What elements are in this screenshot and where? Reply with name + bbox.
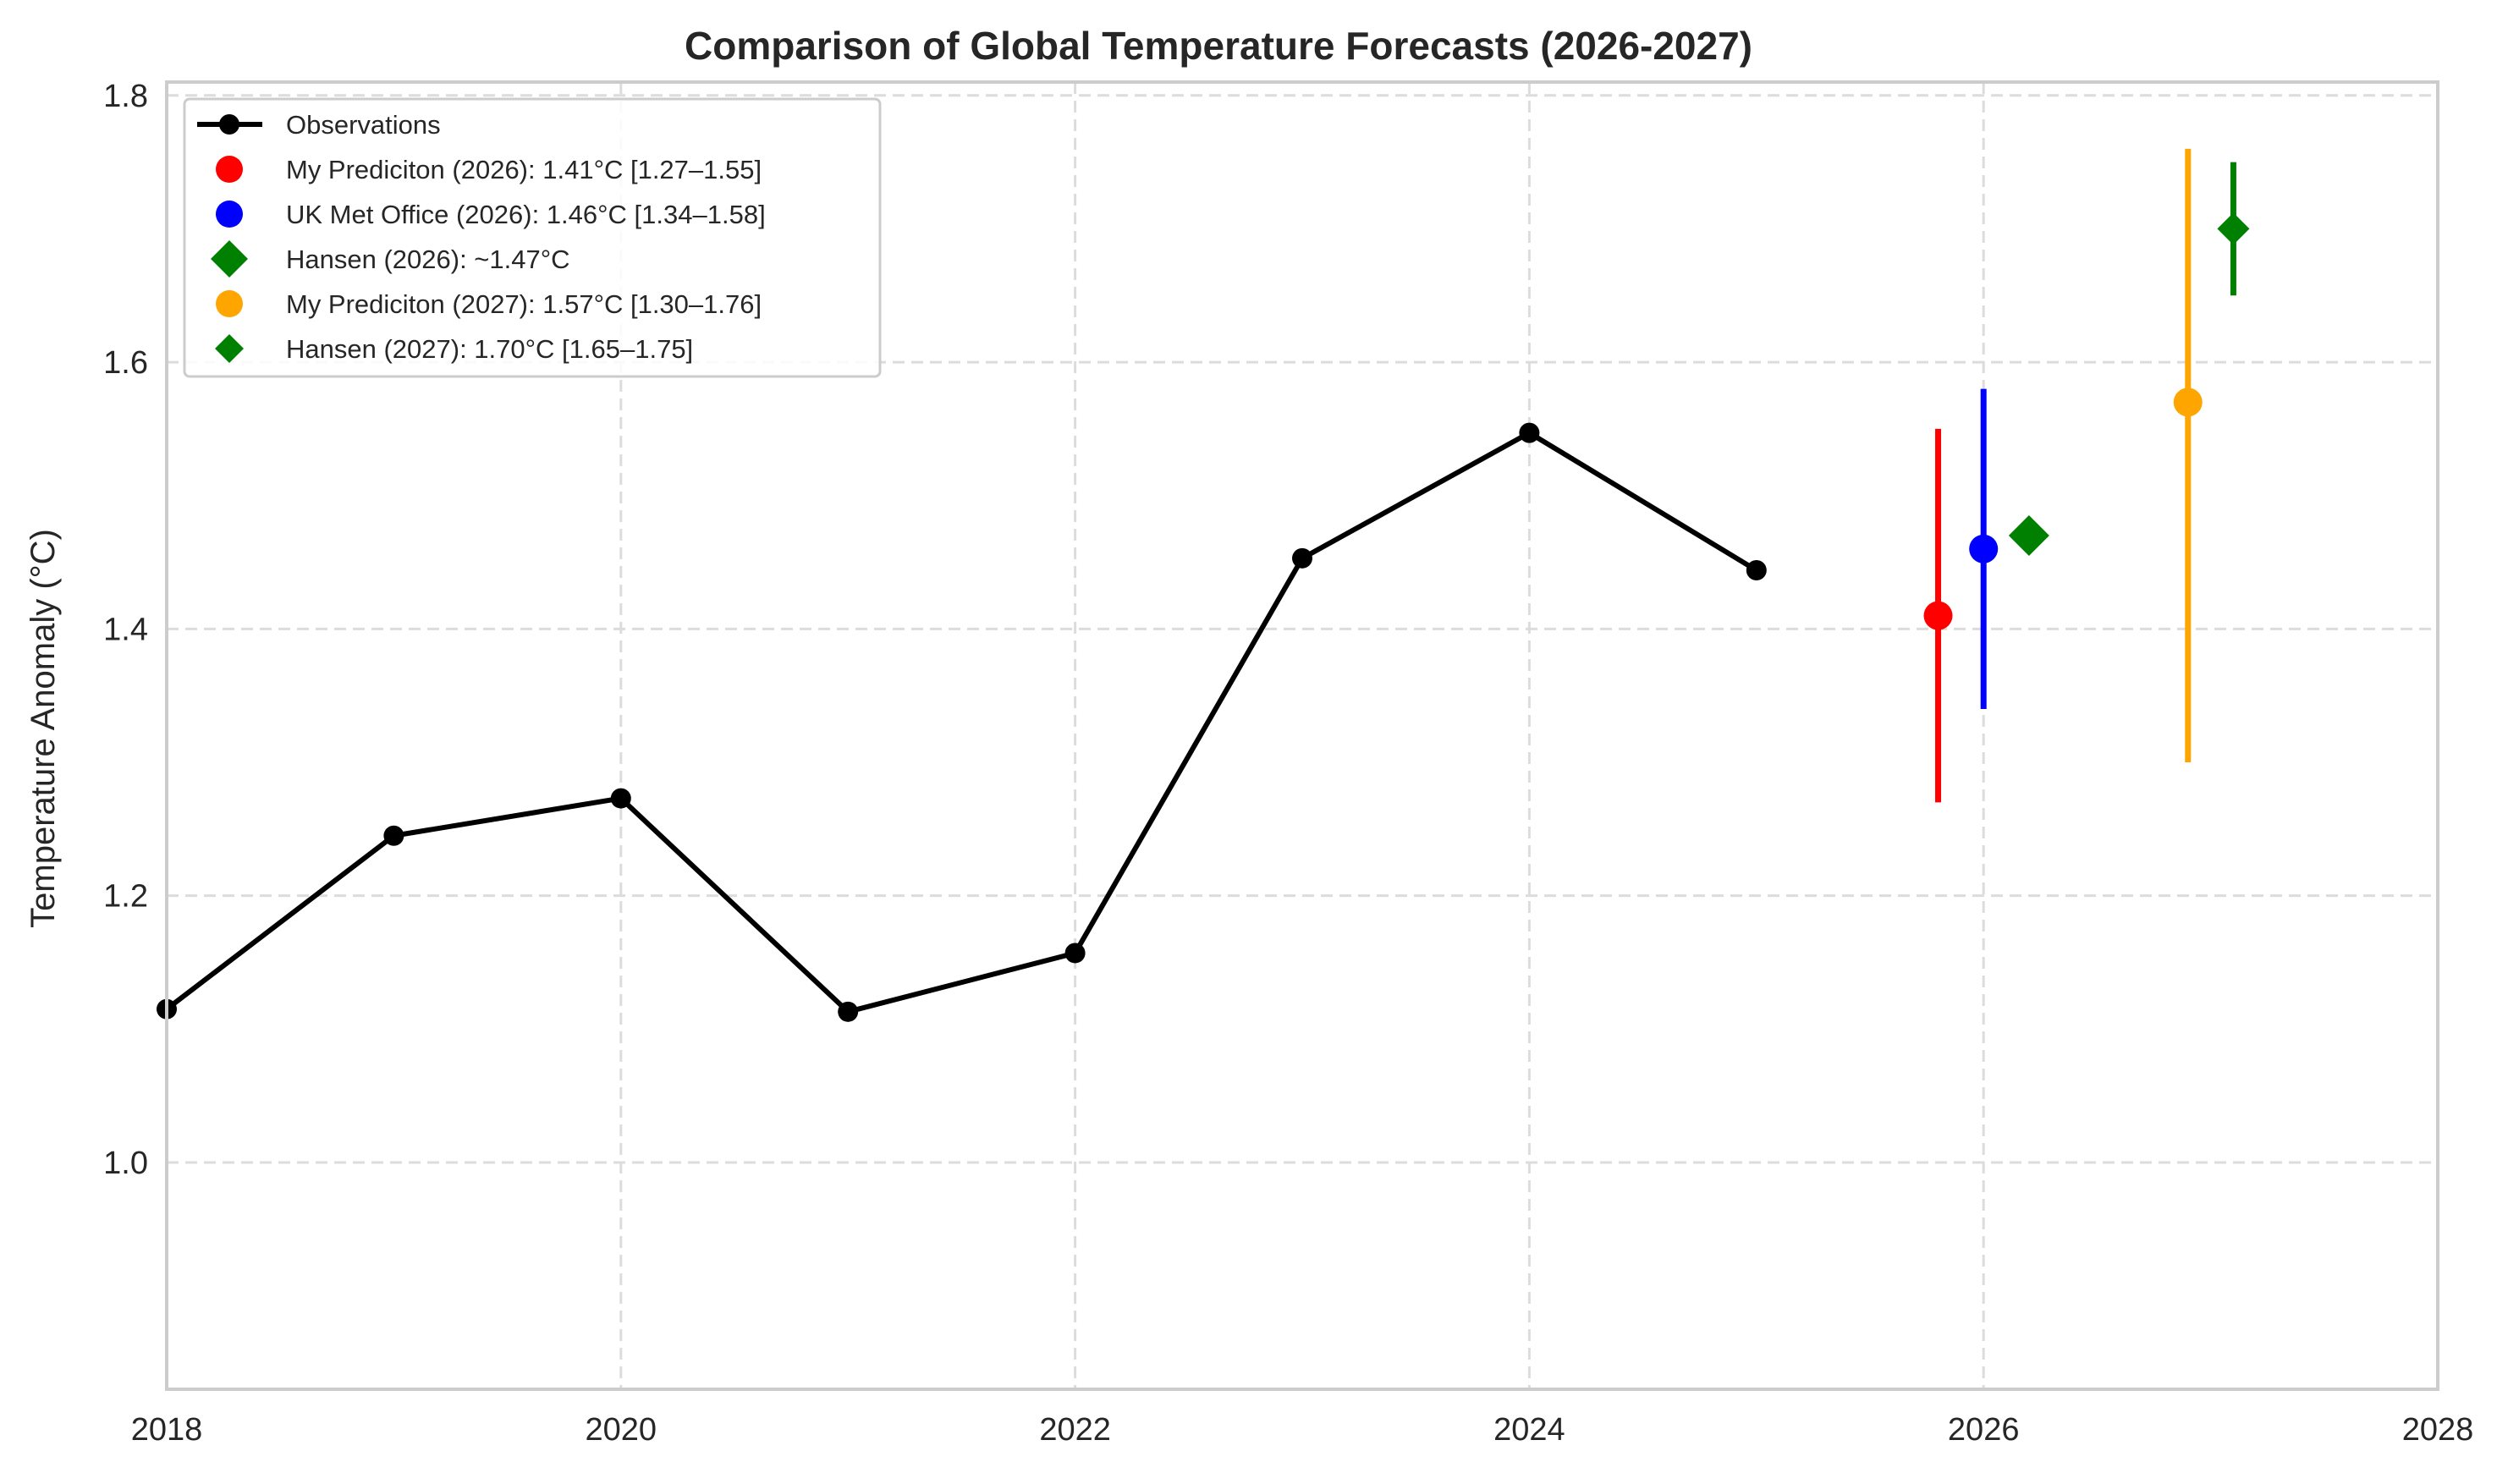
legend-label: UK Met Office (2026): 1.46°C [1.34–1.58] — [286, 200, 766, 229]
y-tick-label: 1.6 — [103, 345, 148, 381]
observation-point — [1064, 943, 1086, 964]
y-tick-label: 1.0 — [103, 1146, 148, 1181]
y-tick-label: 1.2 — [103, 879, 148, 915]
legend-label: My Prediciton (2026): 1.41°C [1.27–1.55] — [286, 155, 762, 184]
observations-series — [157, 422, 1767, 1022]
chart-title: Comparison of Global Temperature Forecas… — [685, 24, 1752, 68]
forecast-point — [2217, 212, 2250, 245]
legend-label: Hansen (2026): ~1.47°C — [286, 245, 570, 274]
forecast-series — [1923, 148, 2250, 803]
legend: Observations My Prediciton (2026): 1.41°C… — [183, 97, 882, 378]
observations-line — [165, 430, 1758, 1014]
forecast-point — [1923, 601, 1953, 630]
plot-frame — [165, 80, 2439, 1391]
x-tick-label: 2024 — [1493, 1412, 1565, 1448]
y-axis-ticks: 1.0 1.2 1.4 1.6 1.8 — [103, 79, 148, 1181]
x-tick-label: 2022 — [1039, 1412, 1111, 1448]
forecast-point — [2173, 387, 2203, 417]
x-tick-label: 2026 — [1948, 1412, 2020, 1448]
observation-point — [1519, 422, 1540, 443]
legend-box — [183, 97, 882, 378]
x-axis-ticks: 2018 2020 2022 2024 2026 2028 — [131, 1412, 2474, 1448]
legend-marker — [211, 240, 248, 278]
y-tick-label: 1.8 — [103, 79, 148, 114]
observation-point — [1746, 560, 1767, 581]
legend-label: My Prediciton (2027): 1.57°C [1.30–1.76] — [286, 289, 762, 319]
legend-marker — [216, 201, 243, 228]
x-tick-label: 2018 — [131, 1412, 203, 1448]
x-tick-label: 2028 — [2402, 1412, 2474, 1448]
y-axis-label: Temperature Anomaly (°C) — [25, 529, 62, 928]
observation-point — [838, 1001, 859, 1022]
legend-label: Hansen (2027): 1.70°C [1.65–1.75] — [286, 334, 693, 364]
observation-point — [610, 788, 631, 809]
forecast-point — [1969, 534, 1999, 563]
legend-marker — [216, 156, 243, 183]
forecast-point — [2008, 515, 2049, 557]
legend-marker — [216, 290, 243, 317]
legend-marker — [215, 334, 244, 363]
observation-point — [383, 825, 404, 846]
y-tick-label: 1.4 — [103, 612, 148, 647]
legend-label: Observations — [286, 110, 441, 140]
legend-marker — [219, 114, 239, 135]
observation-point — [1292, 547, 1312, 569]
x-tick-label: 2020 — [586, 1412, 657, 1448]
